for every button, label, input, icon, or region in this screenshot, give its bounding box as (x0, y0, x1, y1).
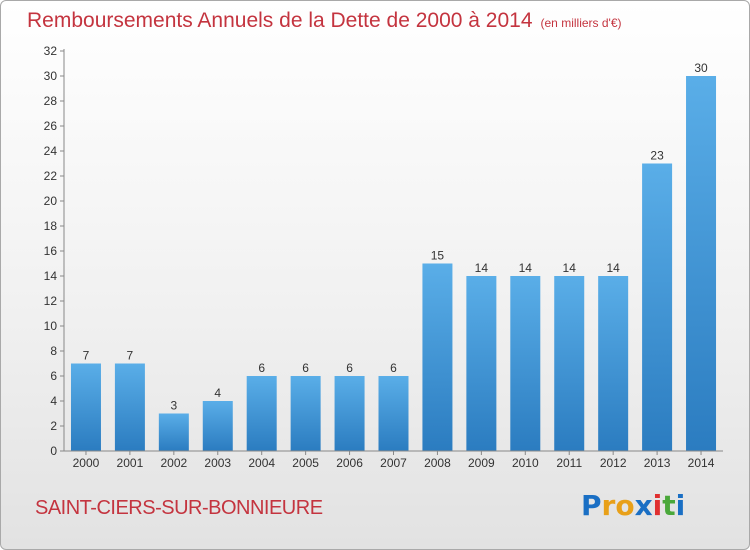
x-tick-label: 2014 (688, 456, 715, 470)
bar-value-label: 7 (127, 349, 134, 363)
bar-value-label: 6 (390, 361, 397, 375)
bar (554, 276, 585, 451)
logo-letter: r (601, 489, 616, 522)
bar (114, 363, 145, 451)
x-tick-label: 2005 (292, 456, 319, 470)
y-tick-label: 20 (44, 194, 58, 208)
y-tick-label: 22 (44, 169, 58, 183)
y-tick-label: 32 (44, 44, 58, 58)
bar (378, 376, 409, 451)
bar (510, 276, 541, 451)
logo-letter: x (634, 489, 653, 522)
bar (334, 376, 365, 451)
logo-letter: P (581, 489, 602, 522)
y-tick-label: 0 (50, 444, 57, 458)
x-tick-label: 2006 (336, 456, 363, 470)
y-tick-label: 30 (44, 69, 58, 83)
logo-letter: o (615, 489, 635, 522)
x-tick-label: 2010 (512, 456, 539, 470)
bar (202, 401, 233, 451)
y-tick-label: 2 (50, 419, 57, 433)
bar (598, 276, 629, 451)
bar-value-label: 23 (650, 149, 664, 163)
y-tick-label: 16 (44, 244, 58, 258)
y-tick-label: 14 (44, 269, 58, 283)
y-tick-label: 26 (44, 119, 58, 133)
y-tick-label: 28 (44, 94, 58, 108)
bar-group: 7 7 3 4 6 6 6 6 15 14 14 14 14 23 30 (70, 61, 717, 451)
x-tick-label: 2000 (73, 456, 100, 470)
location-name: SAINT-CIERS-SUR-BONNIEURE (35, 497, 323, 519)
x-tick-label: 2007 (380, 456, 407, 470)
bar-value-label: 7 (83, 349, 90, 363)
x-tick-label: 2009 (468, 456, 495, 470)
x-tick-label: 2008 (424, 456, 451, 470)
bar-value-label: 6 (302, 361, 309, 375)
bar (70, 363, 101, 451)
y-tick-label: 10 (44, 319, 58, 333)
logo-letter: t (662, 489, 676, 522)
bar-value-label: 6 (258, 361, 265, 375)
bar (422, 263, 453, 451)
x-tick-label: 2012 (600, 456, 627, 470)
y-tick-label: 24 (44, 144, 58, 158)
y-tick-label: 12 (44, 294, 58, 308)
logo-letter: i (652, 489, 663, 522)
bar-value-label: 15 (431, 249, 445, 263)
logo-letter: i (675, 489, 686, 522)
bar (246, 376, 277, 451)
bar (290, 376, 321, 451)
bar-value-label: 6 (346, 361, 353, 375)
bar (466, 276, 497, 451)
x-tick-label: 2011 (556, 456, 582, 470)
x-tick-label: 2003 (204, 456, 231, 470)
bar (642, 163, 673, 451)
bar-value-label: 14 (606, 261, 620, 275)
y-tick-label: 8 (50, 344, 57, 358)
x-tick-label: 2004 (248, 456, 275, 470)
bar-value-label: 14 (519, 261, 533, 275)
bar-value-label: 30 (694, 61, 708, 75)
chart-title-block: Remboursements Annuels de la Dette de 20… (27, 9, 622, 33)
bar (686, 76, 717, 451)
x-tick-label: 2001 (117, 456, 144, 470)
x-axis: 2000 2001 2002 2003 2004 2005 2006 2007 2008 2009… (64, 450, 723, 470)
x-tick-label: 2013 (644, 456, 671, 470)
bar (158, 413, 189, 451)
y-tick-label: 4 (50, 394, 57, 408)
y-tick-label: 6 (50, 369, 57, 383)
bar-value-label: 4 (214, 386, 221, 400)
chart-title: Remboursements Annuels de la Dette de 20… (27, 9, 533, 32)
chart-subtitle: (en milliers d'€) (540, 16, 622, 30)
y-tick-label: 18 (44, 219, 58, 233)
x-tick-label: 2002 (160, 456, 187, 470)
bar-value-label: 14 (475, 261, 489, 275)
proxiti-logo: Proxiti (581, 489, 685, 522)
bar-value-label: 3 (170, 399, 177, 413)
bar-value-label: 14 (563, 261, 577, 275)
